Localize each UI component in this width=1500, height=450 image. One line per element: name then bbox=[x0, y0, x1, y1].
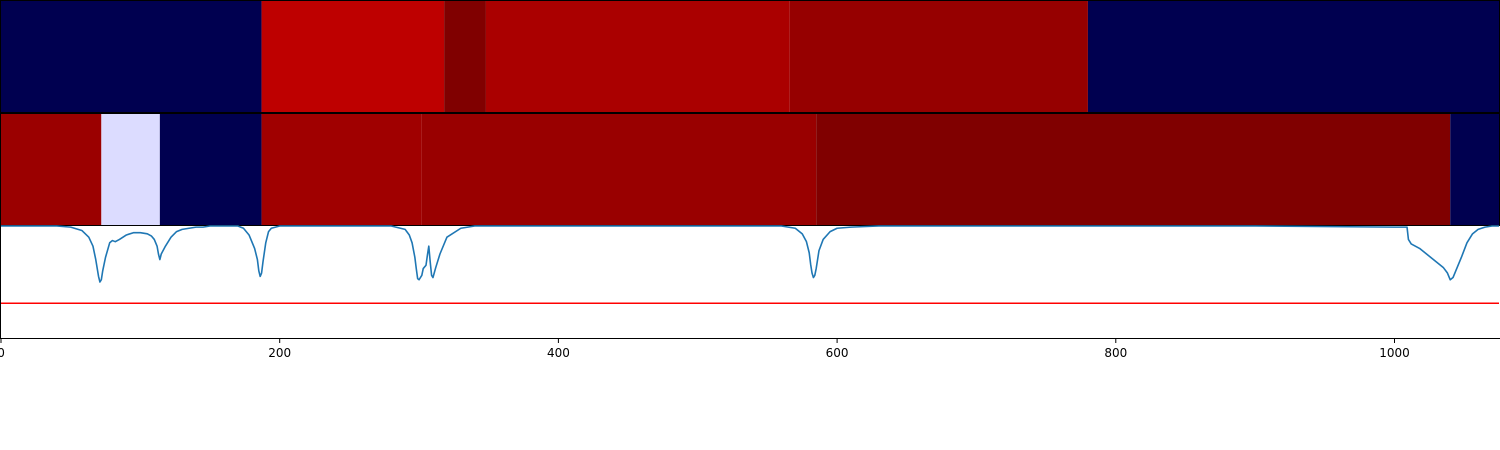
bottom-line-track bbox=[0, 225, 1500, 339]
middle-track-segment-4 bbox=[421, 114, 817, 225]
middle-heatmap-track bbox=[0, 113, 1500, 226]
top-track-segment-0 bbox=[1, 1, 262, 112]
middle-track-segment-3 bbox=[261, 114, 422, 225]
middle-track-segment-1 bbox=[101, 114, 160, 225]
x-tick-label: 200 bbox=[268, 346, 291, 360]
x-tick-label: 600 bbox=[826, 346, 849, 360]
top-track-segment-4 bbox=[789, 1, 1088, 112]
x-tick-label: 1000 bbox=[1379, 346, 1410, 360]
top-track-segment-5 bbox=[1087, 1, 1499, 112]
top-track-segment-2 bbox=[444, 1, 486, 112]
x-tick-label: 0 bbox=[0, 346, 5, 360]
middle-track-segment-2 bbox=[159, 114, 262, 225]
x-tick-label: 800 bbox=[1104, 346, 1127, 360]
middle-track-segment-5 bbox=[816, 114, 1451, 225]
top-heatmap-track bbox=[0, 0, 1500, 113]
x-axis: 0 200 400 600 800 1000 bbox=[0, 339, 1410, 360]
x-tick-label: 400 bbox=[547, 346, 570, 360]
signal-line bbox=[1, 225, 1499, 283]
top-track-segment-3 bbox=[485, 1, 790, 112]
middle-track-segment-0 bbox=[1, 114, 102, 225]
top-track-segment-1 bbox=[261, 1, 445, 112]
middle-track-segment-6 bbox=[1450, 114, 1499, 225]
